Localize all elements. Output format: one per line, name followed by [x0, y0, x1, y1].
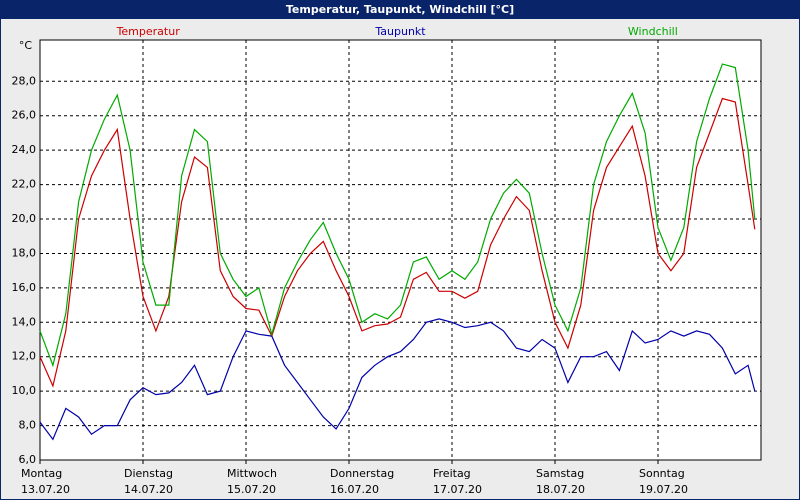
x-tick-label: Freitag	[433, 467, 471, 480]
series-line	[39, 318, 756, 441]
legend-entry: Windchill	[628, 25, 678, 38]
x-tick-date: 17.07.20	[433, 483, 482, 496]
plot-area	[40, 40, 761, 460]
y-tick-label: 16,0	[12, 281, 37, 294]
y-tick-label: 20,0	[12, 212, 37, 225]
y-tick-label: 18,0	[12, 246, 37, 259]
x-tick-label: Donnerstag	[330, 467, 394, 480]
x-tick-label: Montag	[21, 467, 62, 480]
x-tick-date: 15.07.20	[227, 483, 276, 496]
legend-entry: Temperatur	[116, 25, 181, 38]
x-tick-date: 13.07.20	[21, 483, 70, 496]
y-tick-label: 8,0	[19, 419, 37, 432]
legend-entry: Taupunkt	[374, 25, 426, 38]
title-bar	[0, 0, 800, 19]
y-tick-label: 6,0	[19, 453, 37, 466]
y-tick-label: 24,0	[12, 143, 37, 156]
series-line	[39, 97, 756, 388]
y-tick-label: 22,0	[12, 178, 37, 191]
y-tick-label: 14,0	[12, 315, 37, 328]
x-tick-label: Sonntag	[639, 467, 685, 480]
x-tick-label: Dienstag	[124, 467, 173, 480]
x-tick-date: 19.07.20	[639, 483, 688, 496]
series-line	[39, 63, 756, 368]
y-tick-label: 10,0	[12, 384, 37, 397]
x-tick-label: Samstag	[536, 467, 584, 480]
y-tick-label: 26,0	[12, 109, 37, 122]
y-tick-label: 28,0	[12, 74, 37, 87]
x-tick-date: 16.07.20	[330, 483, 379, 496]
y-axis-label: °C	[19, 39, 33, 52]
plot-border	[39, 39, 762, 461]
y-tick-label: 12,0	[12, 350, 37, 363]
x-tick-label: Mittwoch	[227, 467, 277, 480]
chart-title: Temperatur, Taupunkt, Windchill [°C]	[286, 3, 514, 16]
x-tick-date: 18.07.20	[536, 483, 585, 496]
x-tick-date: 14.07.20	[124, 483, 173, 496]
